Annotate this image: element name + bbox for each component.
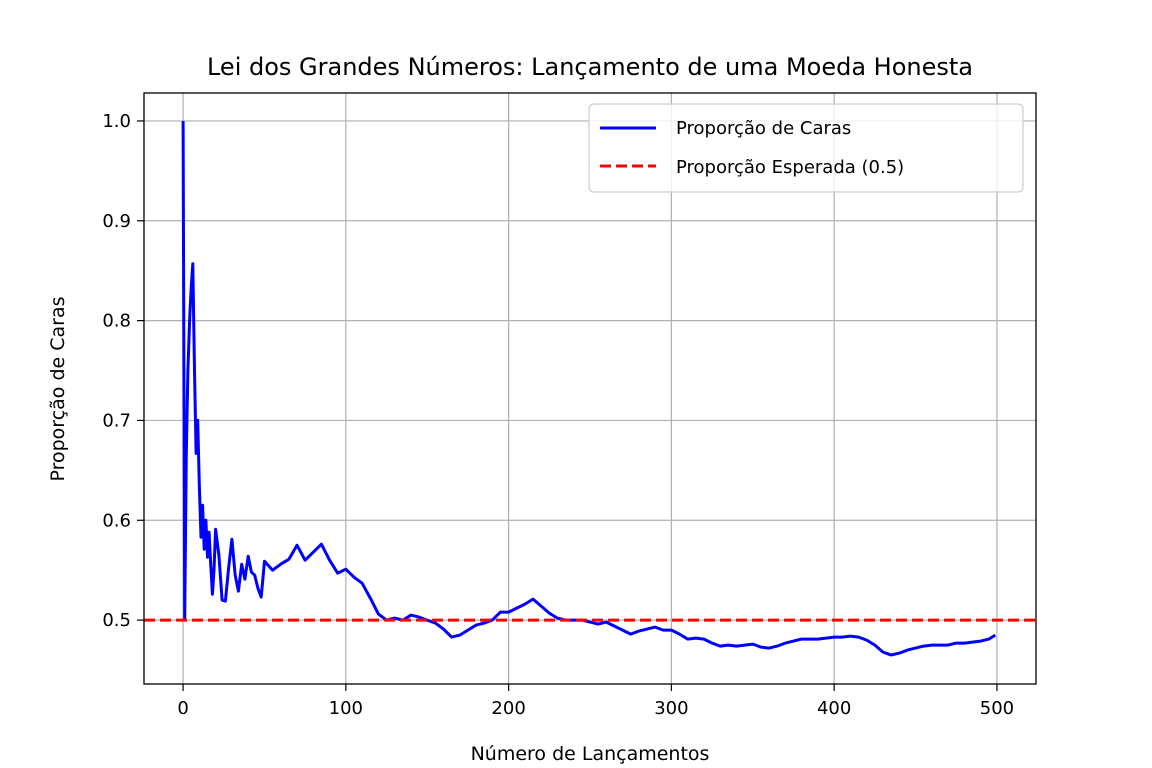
legend-label-observed: Proporção de Caras <box>676 118 851 139</box>
plot-lines <box>144 120 1036 657</box>
plot-frame <box>143 92 1037 685</box>
x-tick-label: 500 <box>980 698 1014 719</box>
x-tick-label: 200 <box>491 698 525 719</box>
y-tick-label: 0.7 <box>102 410 131 431</box>
x-axis-ticks: 0 100 200 300 400 500 <box>177 684 1014 719</box>
x-tick-label: 400 <box>817 698 851 719</box>
y-tick-label: 1.0 <box>102 111 131 132</box>
y-axis-label: Proporção de Caras <box>47 296 69 481</box>
grid <box>144 93 1036 684</box>
x-tick-label: 300 <box>654 698 688 719</box>
y-axis-ticks: 0.5 0.6 0.7 0.8 0.9 1.0 <box>102 111 144 631</box>
y-tick-label: 0.6 <box>102 510 131 531</box>
legend: Proporção de Caras Proporção Esperada (0… <box>588 103 1024 193</box>
legend-label-expected: Proporção Esperada (0.5) <box>676 157 904 178</box>
y-tick-label: 0.8 <box>102 311 131 332</box>
y-tick-label: 0.5 <box>102 610 131 631</box>
x-tick-label: 100 <box>329 698 363 719</box>
legend-box <box>588 103 1024 193</box>
x-axis-label: Número de Lançamentos <box>471 743 710 765</box>
x-tick-label: 0 <box>177 698 188 719</box>
chart-title: Lei dos Grandes Números: Lançamento de u… <box>207 53 973 81</box>
y-tick-label: 0.9 <box>102 211 131 232</box>
